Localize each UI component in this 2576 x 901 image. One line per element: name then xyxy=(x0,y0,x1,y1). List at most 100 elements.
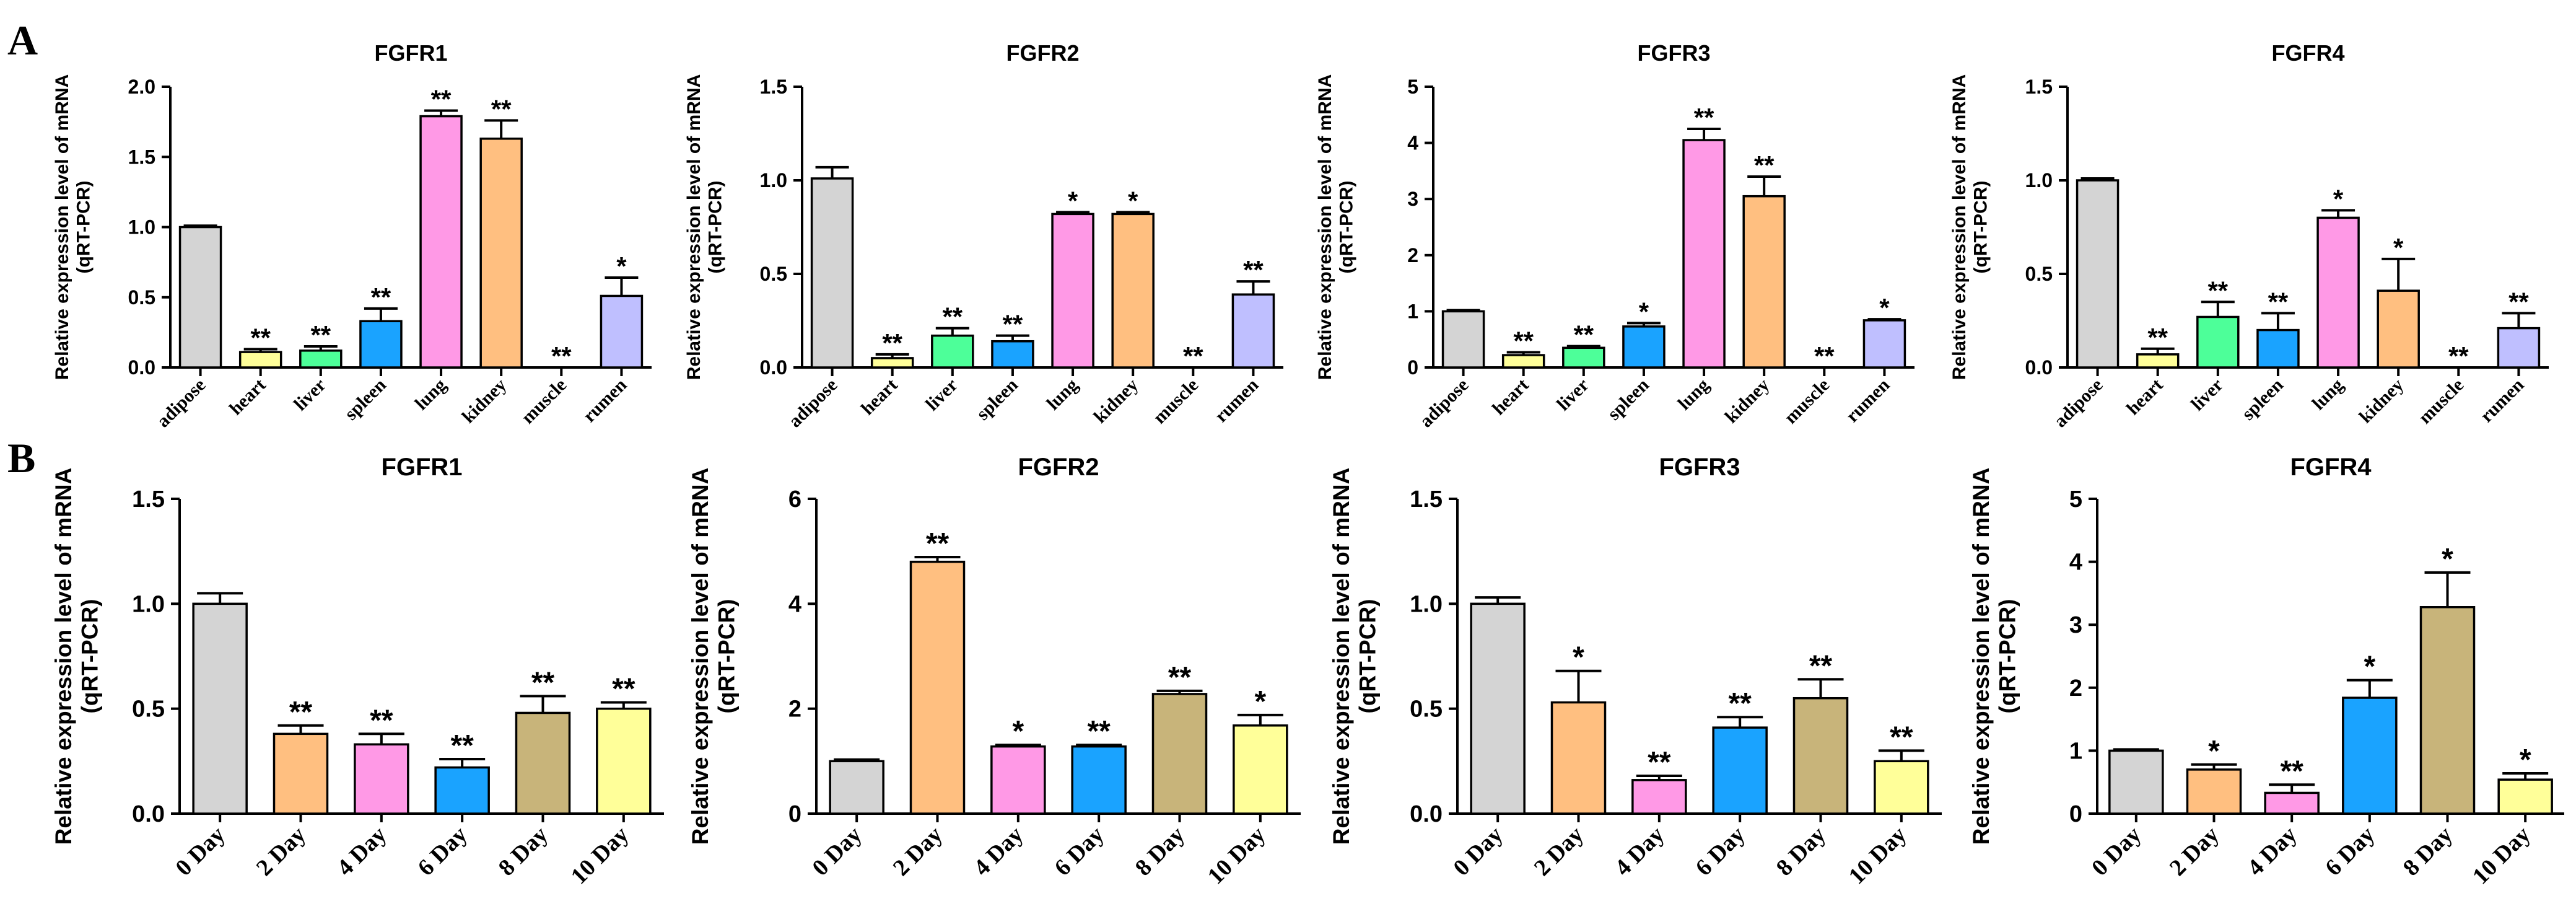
y-tick-label: 1.0 xyxy=(132,591,165,617)
significance-marker: ** xyxy=(1183,341,1203,371)
x-category-label: heart xyxy=(857,375,902,420)
x-category-label: rumen xyxy=(579,374,631,426)
significance-marker: ** xyxy=(310,320,331,349)
x-category-label: 10 Day xyxy=(1203,822,1271,890)
x-category-label: adipose xyxy=(1416,375,1473,432)
x-category-label: 6 Day xyxy=(2320,822,2380,881)
bar-spleen xyxy=(991,340,1034,369)
x-category-label: rumen xyxy=(1211,374,1263,426)
significance-marker: ** xyxy=(431,85,452,114)
y-tick-label: 1.0 xyxy=(1410,591,1443,617)
significance-marker: ** xyxy=(370,704,393,737)
x-category-label: muscle xyxy=(2414,375,2468,428)
bar-spleen xyxy=(1622,325,1666,369)
x-category-label: 0 Day xyxy=(170,822,230,881)
significance-marker: ** xyxy=(882,328,902,358)
significance-marker: ** xyxy=(551,341,572,371)
x-category-label: spleen xyxy=(1604,374,1653,424)
chart-a-fgfr3: FGFR3 Relative expression level of mRNA (q… xyxy=(1315,40,1915,431)
y-tick-label: 2 xyxy=(1407,244,1418,266)
y-tick-label: 0.5 xyxy=(132,697,165,723)
x-category-label: liver xyxy=(1553,375,1593,415)
x-category-label: 4 Day xyxy=(1610,822,1669,881)
y-tick-label: 1.5 xyxy=(760,76,787,98)
bar-heart xyxy=(870,357,914,369)
bar-6-day xyxy=(1712,726,1768,815)
y-axis-label-unit: (qRT-PCR) xyxy=(1971,181,1991,274)
x-category-label: spleen xyxy=(2238,374,2287,424)
bar-lung xyxy=(1682,139,1726,369)
y-tick-label: 1.5 xyxy=(1410,486,1443,512)
bar-lung xyxy=(1051,213,1094,369)
x-category-label: lung xyxy=(411,375,450,414)
bar-2-day xyxy=(2186,768,2242,815)
x-category-label: adipose xyxy=(153,375,210,432)
bar-heart xyxy=(2136,353,2180,369)
y-axis-label: Relative expression level of mRNA xyxy=(1315,74,1335,380)
y-axis-label-unit: (qRT-PCR) xyxy=(1337,181,1357,274)
x-category-label: 2 Day xyxy=(888,822,948,881)
significance-marker: ** xyxy=(1809,649,1833,682)
y-axis-label: Relative expression level of mRNA xyxy=(684,74,704,380)
x-category-label: rumen xyxy=(1842,374,1894,426)
y-axis-label-unit: (qRT-PCR) xyxy=(714,599,740,714)
y-tick-label: 0.5 xyxy=(128,286,155,309)
significance-marker: * xyxy=(1573,641,1584,674)
significance-marker: ** xyxy=(2268,287,2289,316)
significance-marker: ** xyxy=(1728,687,1752,720)
y-axis-label-unit: (qRT-PCR) xyxy=(1355,599,1381,714)
y-tick-label: 5 xyxy=(2069,486,2082,512)
x-category-label: rumen xyxy=(2476,374,2528,426)
x-category-label: liver xyxy=(2187,375,2227,415)
bar-rumen xyxy=(600,294,644,369)
bar-rumen xyxy=(2497,327,2541,369)
x-category-label: 10 Day xyxy=(1844,822,1912,890)
bar-8-day xyxy=(515,711,571,815)
x-category-label: muscle xyxy=(1149,375,1202,428)
bar-0-day xyxy=(2108,749,2164,815)
x-category-label: 4 Day xyxy=(332,822,391,881)
chart-b-fgfr2: FGFR2 Relative expression level of mRNA (q… xyxy=(688,454,1301,889)
y-axis-label-unit: (qRT-PCR) xyxy=(74,181,94,274)
bar-spleen xyxy=(2256,328,2300,369)
y-tick-label: 6 xyxy=(788,486,801,512)
y-tick-label: 4 xyxy=(1407,132,1418,154)
x-category-label: 10 Day xyxy=(2468,822,2536,890)
significance-marker: ** xyxy=(2147,323,2168,352)
bar-4-day xyxy=(2264,791,2320,815)
bar-liver xyxy=(2196,315,2240,369)
significance-marker: ** xyxy=(2280,755,2303,788)
y-axis-label: Relative expression level of mRNA xyxy=(52,74,72,380)
x-category-label: 4 Day xyxy=(969,822,1028,881)
x-category-label: lung xyxy=(1674,375,1713,414)
chart-title: FGFR4 xyxy=(2290,454,2372,481)
bar-10-day xyxy=(1233,724,1288,815)
significance-marker: * xyxy=(616,252,627,281)
bar-heart xyxy=(1501,354,1545,369)
bar-rumen xyxy=(1231,293,1275,369)
bar-2-day xyxy=(909,560,966,815)
y-tick-label: 4 xyxy=(788,591,801,617)
x-category-label: adipose xyxy=(2050,375,2107,432)
significance-marker: ** xyxy=(926,527,950,560)
y-tick-label: 0.0 xyxy=(2025,356,2053,379)
bar-liver xyxy=(299,349,343,369)
bar-6-day xyxy=(1071,745,1127,815)
bar-8-day xyxy=(1792,697,1849,815)
chart-a-fgfr1: FGFR1 Relative expression level of mRNA (q… xyxy=(52,40,652,431)
bar-8-day xyxy=(1151,693,1208,815)
significance-marker: ** xyxy=(531,666,555,699)
bar-liver xyxy=(931,334,974,369)
y-tick-label: 0.0 xyxy=(1410,801,1443,827)
bar-adipose xyxy=(2076,179,2120,369)
significance-marker: ** xyxy=(250,323,271,353)
bar-10-day xyxy=(2497,778,2553,815)
x-category-label: 0 Day xyxy=(1448,822,1508,881)
significance-marker: * xyxy=(1639,297,1649,326)
chart-title: FGFR3 xyxy=(1637,40,1710,66)
y-tick-label: 0.5 xyxy=(2025,263,2053,285)
y-tick-label: 1.0 xyxy=(760,169,787,191)
x-category-label: 8 Day xyxy=(1771,822,1831,881)
